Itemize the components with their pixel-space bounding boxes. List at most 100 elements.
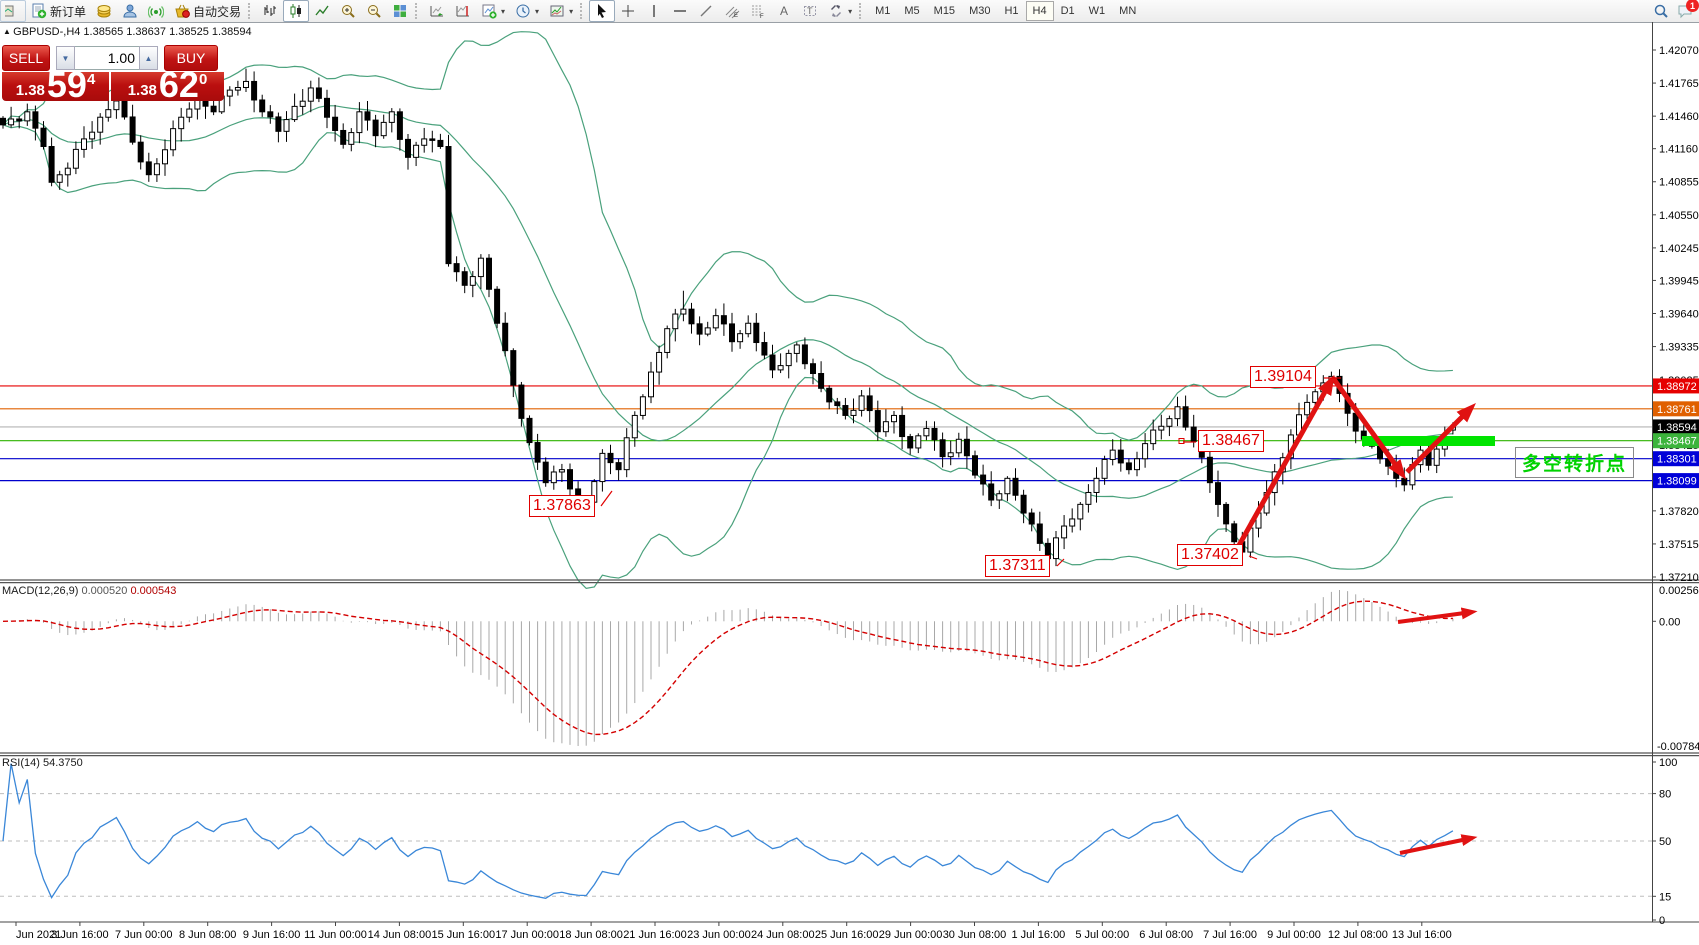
chart-shift-button[interactable] bbox=[450, 0, 476, 22]
tf-m15-button[interactable]: M15 bbox=[933, 5, 956, 17]
level-lines bbox=[0, 385, 1652, 482]
toolbar-separator bbox=[415, 3, 422, 19]
svg-text:E: E bbox=[734, 13, 738, 19]
bollinger-bands bbox=[2, 31, 1453, 590]
price-label-jul2-low[interactable]: 1.37311 bbox=[985, 555, 1050, 577]
svg-text:-0.007847: -0.007847 bbox=[1657, 741, 1699, 753]
toolbar-separator bbox=[859, 3, 866, 19]
cursor-icon bbox=[598, 4, 607, 18]
svg-text:14 Jun 08:00: 14 Jun 08:00 bbox=[368, 929, 432, 941]
indicators-button[interactable]: ▾ bbox=[476, 0, 510, 22]
price-label-pivot[interactable]: 1.38467 bbox=[1198, 430, 1264, 452]
horizontal-line-tool-button[interactable] bbox=[667, 0, 693, 22]
svg-text:13 Jul 16:00: 13 Jul 16:00 bbox=[1392, 929, 1452, 941]
signals-button[interactable] bbox=[143, 0, 169, 22]
svg-text:1.38099: 1.38099 bbox=[1657, 476, 1697, 488]
svg-text:23 Jun 00:00: 23 Jun 00:00 bbox=[687, 929, 751, 941]
svg-text:17 Jun 00:00: 17 Jun 00:00 bbox=[495, 929, 559, 941]
svg-text:80: 80 bbox=[1659, 789, 1671, 801]
text-tool-button[interactable]: A bbox=[771, 0, 797, 22]
new-order-label: 新订单 bbox=[50, 4, 87, 19]
zoom-in-button[interactable] bbox=[335, 0, 361, 22]
tile-windows-icon bbox=[394, 5, 407, 17]
svg-text:29 Jun 00:00: 29 Jun 00:00 bbox=[879, 929, 943, 941]
text-icon: A bbox=[780, 4, 788, 18]
zoom-out-button[interactable] bbox=[361, 0, 387, 22]
dropdown-caret: ▾ bbox=[501, 6, 506, 16]
auto-trading-button[interactable]: 自动交易 bbox=[169, 0, 246, 22]
svg-text:0.00: 0.00 bbox=[1659, 616, 1680, 628]
annotation-text-box[interactable]: 多空转折点 bbox=[1515, 447, 1635, 478]
svg-text:12 Jul 08:00: 12 Jul 08:00 bbox=[1328, 929, 1388, 941]
profile-button[interactable] bbox=[117, 0, 143, 22]
svg-text:100: 100 bbox=[1659, 757, 1677, 769]
notifications-button[interactable]: 1 bbox=[1677, 0, 1699, 19]
svg-text:1.38972: 1.38972 bbox=[1657, 381, 1697, 393]
arrows-tool-button[interactable]: ▾ bbox=[823, 0, 857, 22]
price-label-jun-low[interactable]: 1.37863 bbox=[529, 495, 595, 517]
tf-m1-button[interactable]: M1 bbox=[875, 5, 891, 17]
fibonacci-tool-button[interactable]: F bbox=[745, 0, 771, 22]
sell-price-pip: 4 bbox=[86, 71, 96, 88]
main-toolbar: 新订单 自动交易 ▾ ▾ ▾ E F A T ▾ M1 M5 M15 M30 H… bbox=[0, 0, 1699, 23]
tf-h1-button[interactable]: H1 bbox=[1004, 5, 1019, 17]
price-label-jul8-low[interactable]: 1.37402 bbox=[1177, 544, 1243, 566]
history-button[interactable] bbox=[91, 0, 117, 22]
volume-up-button[interactable]: ▲ bbox=[139, 46, 158, 70]
volume-down-button[interactable]: ▼ bbox=[56, 46, 75, 70]
svg-text:1.39640: 1.39640 bbox=[1659, 308, 1699, 320]
crosshair-tool-button[interactable] bbox=[615, 0, 641, 22]
tf-d1-button[interactable]: D1 bbox=[1060, 5, 1075, 17]
add-indicator-icon bbox=[482, 4, 497, 19]
macd-trend-arrow[interactable] bbox=[1397, 607, 1478, 624]
vertical-line-icon bbox=[653, 5, 655, 17]
text-label-tool-button[interactable]: T bbox=[797, 0, 823, 22]
rsi-trend-arrow[interactable] bbox=[1399, 834, 1478, 855]
buy-price-display[interactable]: 1.38 62 0 bbox=[111, 67, 224, 103]
search-icon[interactable] bbox=[1653, 3, 1669, 19]
svg-text:1.42070: 1.42070 bbox=[1659, 45, 1699, 57]
templates-button[interactable]: ▾ bbox=[544, 0, 578, 22]
support-zone-bar[interactable] bbox=[1362, 436, 1495, 446]
price-label-high[interactable]: 1.39104 bbox=[1250, 366, 1316, 388]
trendline-tool-button[interactable] bbox=[693, 0, 719, 22]
tf-h4-button[interactable]: H4 bbox=[1025, 1, 1054, 21]
trend-arrow[interactable] bbox=[1405, 403, 1476, 474]
line-chart-button[interactable] bbox=[309, 0, 335, 22]
candlestick-chart-button[interactable] bbox=[283, 0, 310, 22]
chart-objects[interactable] bbox=[600, 374, 1495, 567]
tf-m30-button[interactable]: M30 bbox=[969, 5, 991, 17]
auto-trading-label: 自动交易 bbox=[193, 4, 242, 19]
cursor-tool-button[interactable] bbox=[589, 0, 616, 22]
new-order-icon bbox=[32, 3, 47, 19]
volume-input[interactable] bbox=[75, 46, 139, 70]
periods-button[interactable]: ▾ bbox=[510, 0, 544, 22]
clipped-edge-icon[interactable] bbox=[0, 0, 26, 22]
sell-price-display[interactable]: 1.38 59 4 bbox=[2, 67, 109, 103]
tf-w1-button[interactable]: W1 bbox=[1088, 5, 1106, 17]
rsi-indicator-label: RSI(14) 54.3750 bbox=[2, 757, 83, 769]
vertical-line-tool-button[interactable] bbox=[641, 0, 667, 22]
trend-arrow[interactable] bbox=[1225, 374, 1335, 567]
svg-text:21 Jun 16:00: 21 Jun 16:00 bbox=[623, 929, 687, 941]
sell-button[interactable]: SELL bbox=[2, 45, 50, 71]
new-order-button[interactable]: 新订单 bbox=[26, 0, 91, 22]
coins-icon bbox=[97, 5, 111, 18]
auto-scroll-button[interactable] bbox=[424, 0, 450, 22]
trend-arrow[interactable] bbox=[1330, 376, 1407, 480]
tf-mn-button[interactable]: MN bbox=[1119, 5, 1137, 17]
tf-m5-button[interactable]: M5 bbox=[904, 5, 920, 17]
bar-chart-button[interactable] bbox=[257, 0, 283, 22]
chart-canvas[interactable]: 1.42070 1.41765 1.41460 1.41160 1.40855 1.405… bbox=[0, 22, 1699, 945]
svg-text:15: 15 bbox=[1659, 891, 1671, 903]
channel-tool-button[interactable]: E bbox=[719, 0, 745, 22]
svg-text:3 Jun 16:00: 3 Jun 16:00 bbox=[51, 929, 109, 941]
auto-scroll-icon bbox=[430, 6, 444, 17]
tile-windows-button[interactable] bbox=[387, 0, 413, 22]
line-chart-icon bbox=[315, 5, 329, 16]
svg-text:25 Jun 16:00: 25 Jun 16:00 bbox=[815, 929, 879, 941]
signal-icon bbox=[148, 6, 165, 18]
svg-text:18 Jun 08:00: 18 Jun 08:00 bbox=[559, 929, 623, 941]
buy-button[interactable]: BUY bbox=[164, 45, 218, 71]
svg-text:1.37210: 1.37210 bbox=[1659, 572, 1699, 584]
